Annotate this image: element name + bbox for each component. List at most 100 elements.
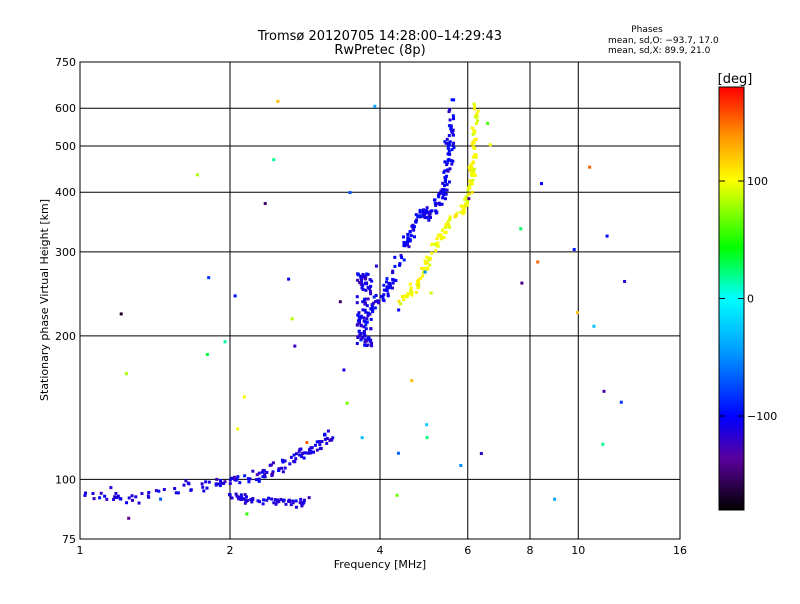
data-point [273, 498, 277, 502]
x-tick-label: 8 [527, 544, 534, 557]
data-point [472, 167, 476, 171]
data-point [414, 213, 418, 217]
data-point [374, 294, 378, 298]
data-point [474, 155, 478, 159]
colorbar-tick-label: 100 [747, 175, 768, 188]
data-point [140, 492, 144, 496]
data-point [173, 487, 177, 491]
data-point [386, 292, 390, 296]
data-point [448, 167, 452, 171]
data-point [372, 301, 376, 305]
data-point [623, 279, 627, 283]
data-point [465, 201, 469, 205]
data-point [362, 316, 366, 320]
data-point [425, 436, 429, 440]
data-point [406, 242, 410, 246]
data-point [382, 293, 386, 297]
data-point [473, 173, 477, 177]
data-point [370, 344, 374, 348]
data-point [270, 474, 274, 478]
data-point [467, 197, 471, 201]
axis-ticks: 1 2 4 6 8 10 16 75 100 200 300 400 500 600 750 [55, 56, 687, 557]
data-point [230, 476, 234, 480]
data-point [355, 295, 359, 299]
data-point [243, 493, 247, 497]
data-point [463, 202, 467, 206]
data-point [262, 498, 266, 502]
data-point [195, 173, 199, 177]
data-point [385, 280, 389, 284]
data-point [235, 494, 239, 498]
data-point [249, 498, 253, 502]
data-point [159, 497, 163, 501]
data-point [426, 267, 430, 271]
data-point [214, 482, 218, 486]
data-point [419, 276, 423, 280]
data-point [174, 491, 178, 495]
data-point [114, 491, 118, 495]
data-point [446, 161, 450, 165]
data-point [103, 494, 107, 498]
data-point [443, 176, 447, 180]
data-point [452, 146, 456, 150]
data-point [369, 292, 373, 296]
data-point [397, 308, 401, 312]
data-point [364, 301, 368, 305]
data-point [399, 253, 403, 257]
data-point [454, 213, 458, 217]
data-point [294, 452, 298, 456]
data-point [317, 440, 321, 444]
data-point [388, 284, 392, 288]
data-point [280, 466, 284, 470]
data-point [281, 470, 285, 474]
data-point [553, 497, 557, 501]
data-point [540, 182, 544, 186]
data-point [294, 499, 298, 503]
data-point [459, 210, 463, 214]
data-point [442, 193, 446, 197]
data-point [130, 494, 134, 498]
data-point [473, 146, 477, 150]
chart-title-line1: Tromsø 20120705 14:28:00–14:29:43 [257, 29, 502, 44]
data-point [363, 298, 367, 302]
data-point [368, 290, 372, 294]
data-point [238, 481, 242, 485]
data-point [248, 477, 252, 481]
data-point [467, 165, 471, 169]
data-point [396, 451, 400, 455]
data-point [520, 281, 524, 285]
data-point [443, 197, 447, 201]
data-point [237, 497, 241, 501]
data-point [356, 278, 360, 282]
plot-frame [79, 61, 681, 540]
data-point [473, 105, 477, 109]
data-point [602, 389, 606, 393]
data-point [451, 128, 455, 132]
data-point [479, 452, 483, 456]
data-point [409, 291, 413, 295]
data-point [289, 455, 293, 459]
data-point [421, 274, 425, 278]
data-point [357, 334, 361, 338]
data-point [433, 198, 437, 202]
data-point [416, 280, 420, 284]
data-point [228, 478, 232, 482]
data-point [243, 501, 247, 505]
data-point [244, 499, 248, 503]
data-point [399, 302, 403, 306]
data-point [486, 121, 490, 125]
data-point [243, 474, 247, 478]
data-point [364, 323, 368, 327]
data-point [469, 173, 473, 177]
y-tick-label: 75 [62, 533, 76, 546]
data-point [409, 286, 413, 290]
data-point [342, 368, 346, 372]
data-point [207, 276, 211, 280]
data-point [430, 251, 434, 255]
data-point [250, 500, 254, 504]
data-point [356, 273, 360, 277]
data-point [450, 148, 454, 152]
data-point [355, 341, 359, 345]
data-point [319, 446, 323, 450]
data-point [359, 282, 363, 286]
